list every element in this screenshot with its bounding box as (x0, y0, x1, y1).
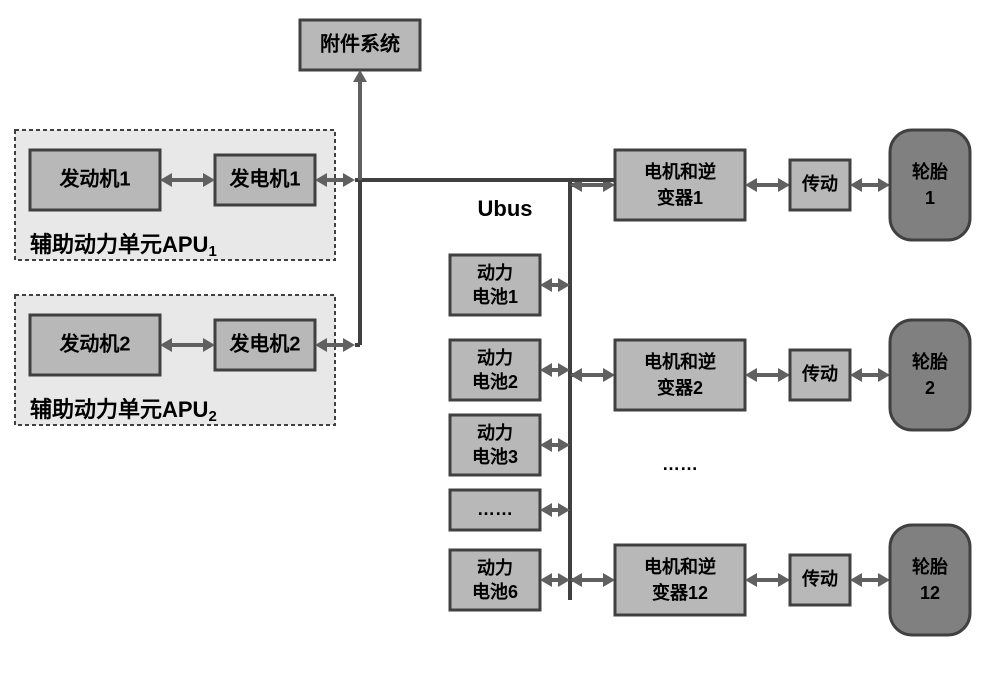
svg-text:传动: 传动 (801, 363, 838, 384)
arrow-battery1-bus (540, 278, 570, 292)
svg-text:电池2: 电池2 (472, 371, 518, 392)
svg-text:电机和逆: 电机和逆 (644, 556, 716, 577)
arrow-trans2-tire (850, 368, 890, 382)
engine-2-label: 发动机2 (58, 331, 130, 355)
arrow-trans3-tire (850, 573, 890, 587)
svg-text:变器1: 变器1 (657, 187, 703, 208)
tire-2 (890, 320, 970, 430)
generator-2-label: 发电机2 (228, 331, 300, 355)
arrow-battery3-bus (540, 438, 570, 452)
svg-text:变器2: 变器2 (657, 377, 703, 398)
apu2-label: 辅助动力单元APU2 (30, 397, 217, 425)
svg-text:电机和逆: 电机和逆 (644, 351, 716, 372)
battery-ellipsis-label: …… (477, 499, 513, 519)
tire-3 (890, 525, 970, 635)
svg-text:轮胎: 轮胎 (912, 351, 948, 372)
arrow-trans1-tire (850, 178, 890, 192)
svg-text:电池1: 电池1 (472, 286, 518, 307)
svg-text:2: 2 (925, 378, 935, 398)
arrow-motor3-trans (745, 573, 790, 587)
svg-text:电机和逆: 电机和逆 (644, 161, 716, 182)
apu1-label: 辅助动力单元APU1 (30, 232, 217, 260)
tire-1 (890, 130, 970, 240)
arrow-motor2-trans (745, 368, 790, 382)
svg-text:传动: 传动 (801, 173, 838, 194)
motor-inverter-1 (615, 150, 745, 220)
generator-1-label: 发电机1 (228, 166, 300, 190)
svg-text:动力: 动力 (477, 423, 513, 443)
accessory-label: 附件系统 (320, 31, 400, 55)
arrow-battery4-bus (540, 503, 570, 517)
motor-ellipsis: …… (662, 454, 698, 474)
engine-1-label: 发动机1 (58, 166, 130, 190)
svg-text:12: 12 (920, 583, 940, 603)
arrow-battery5-bus (540, 573, 570, 587)
svg-text:电池3: 电池3 (472, 446, 518, 467)
svg-text:传动: 传动 (801, 568, 838, 589)
arrow-motor1-trans (745, 178, 790, 192)
svg-text:轮胎: 轮胎 (912, 556, 948, 577)
arrow-battery2-bus (540, 363, 570, 377)
svg-text:动力: 动力 (477, 348, 513, 368)
motor-inverter-2 (615, 340, 745, 410)
arrow-bus-motor2 (570, 368, 615, 382)
svg-text:电池6: 电池6 (472, 581, 518, 602)
motor-inverter-3 (615, 545, 745, 615)
svg-text:1: 1 (925, 188, 935, 208)
ubus-label: Ubus (478, 196, 533, 221)
arrow-bus-accessory (353, 70, 367, 180)
svg-text:动力: 动力 (477, 263, 513, 283)
svg-text:变器12: 变器12 (652, 582, 708, 603)
arrow-bus-motor3 (570, 573, 615, 587)
svg-text:动力: 动力 (477, 558, 513, 578)
hybrid-powertrain-diagram: 辅助动力单元APU1 辅助动力单元APU2 发动机1 发电机1 发动机2 发电机2 附件系统… (0, 0, 1000, 700)
svg-text:轮胎: 轮胎 (912, 161, 948, 182)
